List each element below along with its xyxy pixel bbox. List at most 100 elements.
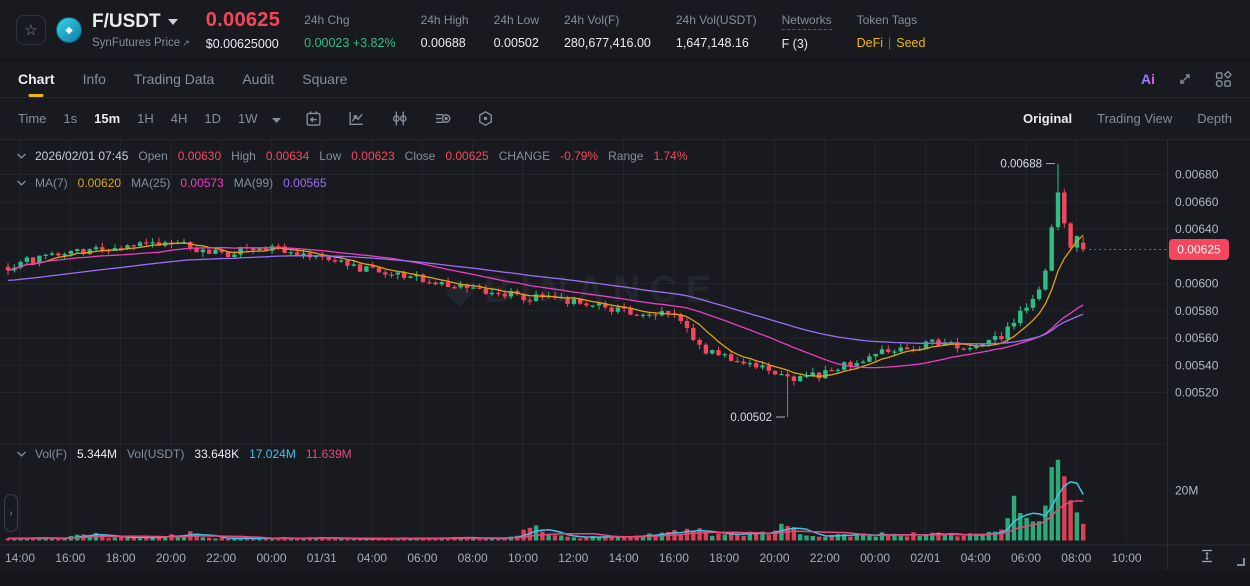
interval-list: Time 1s 15m 1H 4H 1D 1W <box>18 111 258 126</box>
interval-4h[interactable]: 4H <box>170 111 188 126</box>
legend-item: 17.024M <box>249 447 296 461</box>
legend-item: CHANGE <box>498 149 551 163</box>
interval-15m[interactable]: 15m <box>94 111 121 126</box>
interval-1d[interactable]: 1D <box>204 111 222 126</box>
ohlc-legend: 2026/02/01 07:45 Open 0.00630 High 0.00634 Lo… <box>16 149 688 163</box>
time-tick-label: 16:00 <box>658 551 689 565</box>
stat-label: 24h Vol(F) <box>563 12 620 27</box>
tab-list: Chart Info Trading Data Audit Square <box>18 61 347 97</box>
legend-item: 0.00623 <box>351 149 395 163</box>
tab-icons: Ai <box>1141 70 1232 88</box>
time-tick-label: 10:00 <box>1111 551 1142 565</box>
time-tick-label: 20:00 <box>155 551 186 565</box>
tab-audit[interactable]: Audit <box>242 61 274 97</box>
mode-depth[interactable]: Depth <box>1197 111 1232 126</box>
interval-1w[interactable]: 1W <box>238 111 258 126</box>
stat-24h-chg: 24h Chg 0.00023 +3.82% <box>304 11 395 50</box>
stat-networks: Networks F (3) <box>781 11 832 51</box>
legend-item: Close <box>404 149 436 163</box>
fullscreen-button[interactable] <box>1177 71 1193 87</box>
volume-legend: Vol(F) 5.344M Vol(USDT) 33.648K 17.024M 11.63… <box>16 447 352 461</box>
stat-value: F (3) <box>781 36 808 51</box>
legend-item: 0.00620 <box>77 176 122 190</box>
legend-item: 0.00565 <box>283 176 327 190</box>
resize-corner <box>1237 558 1245 566</box>
time-tick-label: 04:00 <box>960 551 991 565</box>
auto-scale-button[interactable] <box>1198 547 1216 568</box>
mode-trading-view[interactable]: Trading View <box>1097 111 1173 126</box>
chart-style-button[interactable] <box>348 110 365 127</box>
stat-label: Networks <box>781 13 832 30</box>
legend-item: 0.00625 <box>445 149 489 163</box>
stat-24h-vol-f: 24h Vol(F) 280,677,416.00 <box>564 11 651 50</box>
svg-text:0.00680: 0.00680 <box>1175 168 1219 182</box>
svg-text:0.00520: 0.00520 <box>1175 386 1219 400</box>
legend-item: Vol(F) <box>35 447 68 461</box>
tab-info[interactable]: Info <box>83 61 106 97</box>
tool-icons <box>305 110 494 127</box>
tab-square[interactable]: Square <box>302 61 347 97</box>
interval-time[interactable]: Time <box>18 111 47 126</box>
svg-text:0.00625: 0.00625 <box>1177 242 1221 256</box>
stat-token-tags: Token Tags DeFi | Seed <box>857 11 926 50</box>
last-price: 0.00625 <box>205 9 281 31</box>
tab-trading-data[interactable]: Trading Data <box>134 61 214 97</box>
collapse-chevron-icon[interactable] <box>16 179 27 187</box>
collapse-chevron-icon[interactable] <box>16 152 27 160</box>
time-tick-label: 18:00 <box>105 551 136 565</box>
collapse-chevron-icon[interactable] <box>16 450 27 458</box>
widgets-button[interactable] <box>1215 70 1232 88</box>
chart-canvas[interactable]: 0.00688 0.00502 0.00680 0.00660 0.00640 0.006… <box>0 140 1250 570</box>
price-block: 0.00625 $0.00625000 <box>206 9 280 51</box>
line-chart-icon <box>348 112 363 126</box>
legend-item: 2026/02/01 07:45 <box>35 149 129 163</box>
ma-legend: MA(7) 0.00620 MA(25) 0.00573 MA(99) 0.00565 <box>16 176 327 190</box>
interval-1h[interactable]: 1H <box>137 111 154 126</box>
stat-value: 0.00502 <box>493 35 539 50</box>
legend-item: MA(99) <box>233 176 274 190</box>
price-source-link[interactable]: SynFutures Price ↗ <box>92 37 190 49</box>
stat-value: 280,677,416.00 <box>563 35 651 50</box>
legend-item: 0.00634 <box>265 149 310 163</box>
symbol-selector[interactable]: F/USDT <box>92 11 190 33</box>
binance-logo-icon: ◆ <box>446 271 473 310</box>
jump-to-date-button[interactable] <box>305 110 322 127</box>
tab-chart[interactable]: Chart <box>18 61 55 97</box>
stat-value: 0.00688 <box>420 35 466 50</box>
stat-24h-high: 24h High 0.00688 <box>421 11 469 50</box>
token-logo: ◆ <box>56 17 82 43</box>
stat-label: 24h Chg <box>304 12 350 27</box>
chart-settings-button[interactable] <box>477 110 494 127</box>
symbol-name: F/USDT <box>92 11 161 32</box>
stat-value-part: | <box>888 35 892 50</box>
svg-text:0.00540: 0.00540 <box>1175 358 1219 372</box>
indicators-button[interactable] <box>434 110 451 127</box>
binance-watermark: ◆ BINANCE <box>446 269 721 311</box>
time-tick-label: 08:00 <box>457 551 488 565</box>
stat-label: Token Tags <box>856 12 918 27</box>
interval-1s[interactable]: 1s <box>63 111 78 126</box>
legend-item: 11.639M <box>305 447 352 461</box>
interval-dropdown-caret[interactable] <box>271 111 281 126</box>
favorite-button[interactable]: ☆ <box>16 15 46 45</box>
legend-item: 1.74% <box>653 149 688 163</box>
mode-original[interactable]: Original <box>1023 111 1073 126</box>
legend-item: Range <box>608 149 644 163</box>
time-tick-label: 08:00 <box>1061 551 1092 565</box>
panel-expand-toggle[interactable]: › <box>4 494 18 532</box>
time-tick-label: 14:00 <box>4 551 36 565</box>
time-tick-label: 06:00 <box>1010 551 1042 565</box>
chevron-down-icon <box>271 118 281 123</box>
stat-value: 1,647,148.16 <box>675 35 749 50</box>
token-logo-icon: ◆ <box>65 24 73 36</box>
svg-text:0.00600: 0.00600 <box>1175 277 1219 291</box>
svg-text:0.00560: 0.00560 <box>1175 331 1219 345</box>
time-tick-label: 00:00 <box>860 551 891 565</box>
apps-grid-icon <box>1215 70 1232 87</box>
ai-assistant-button[interactable]: Ai <box>1141 71 1155 87</box>
time-axis[interactable]: 14:00 16:00 18:00 20:00 22:00 00:00 01/31 04:00… <box>0 545 1250 570</box>
legend-item: -0.79% <box>560 149 599 163</box>
mode-list: Original Trading View Depth <box>1023 111 1232 126</box>
svg-text:0.00688: 0.00688 <box>1000 159 1042 171</box>
compare-button[interactable] <box>391 110 408 127</box>
